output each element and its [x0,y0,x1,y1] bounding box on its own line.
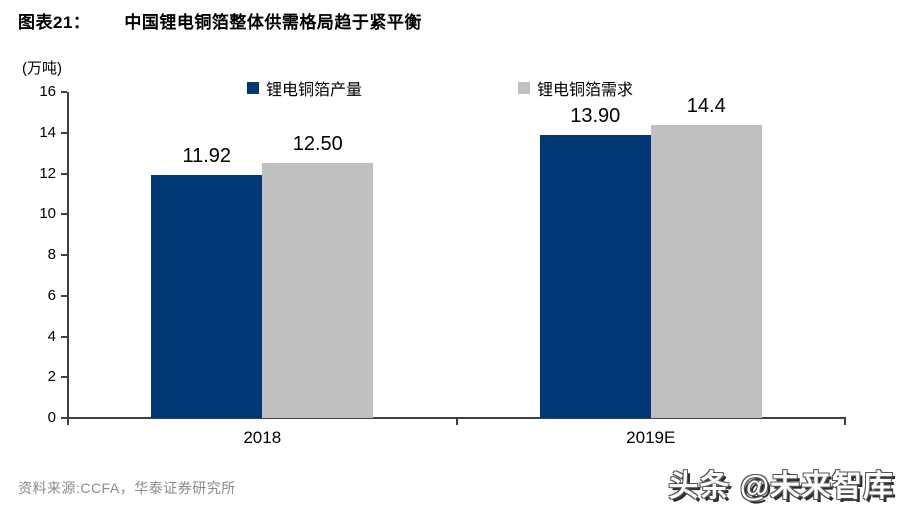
legend-label-demand: 锂电铜箔需求 [537,82,634,99]
legend-item-demand: 锂电铜箔需求 [518,76,633,100]
y-tick-label: 4 [47,327,56,345]
bar-production-2018 [151,175,263,418]
x-category-label: 2019E [626,428,676,447]
y-tick-mark [61,131,67,134]
x-tick-mark [844,418,846,425]
legend-swatch-demand [518,82,530,94]
y-tick-mark [61,376,67,379]
bar-production-2019E [539,134,651,418]
y-tick-mark [61,172,67,175]
y-tick-label: 10 [39,205,56,223]
bar-value-label: 11.92 [182,145,232,168]
y-tick-mark [61,91,67,93]
bar-demand-2019E [650,124,762,418]
legend-label-production: 锂电铜箔产量 [266,82,363,99]
legend-swatch-production [247,82,259,94]
bar-value-label: 14.4 [686,94,726,117]
y-tick-label: 8 [47,246,56,263]
y-axis-line [67,92,69,419]
legend-item-production: 锂电铜箔产量 [247,76,362,100]
y-tick-label: 2 [47,368,56,386]
bar-value-label: 13.90 [570,104,621,127]
y-tick-mark [61,254,67,256]
y-axis-unit-label: (万吨) [22,60,62,77]
x-category-label: 2018 [243,428,282,447]
y-tick-mark [61,335,67,338]
x-tick-mark [455,418,458,425]
y-tick-mark [61,213,67,216]
y-tick-label: 16 [39,83,56,100]
bar-value-label: 12.50 [292,133,343,156]
chart-title: 中国锂电铜箔整体供需格局趋于紧平衡 [124,13,422,32]
y-tick-label: 12 [39,164,56,182]
y-tick-label: 6 [47,286,56,304]
y-tick-label: 14 [39,123,56,141]
figure-number: 图表21： [18,13,91,32]
watermark: 头条 @未来智库 [668,470,894,503]
y-tick-mark [61,417,67,419]
source-note: 资料来源:CCFA，华泰证券研究所 [18,480,236,496]
bar-demand-2018 [262,163,374,418]
chart-header: 图表21： 中国锂电铜箔整体供需格局趋于紧平衡 [18,8,422,33]
x-tick-mark [67,418,69,425]
y-tick-label: 0 [47,409,56,426]
title-underline [0,37,902,39]
y-tick-mark [61,294,67,297]
